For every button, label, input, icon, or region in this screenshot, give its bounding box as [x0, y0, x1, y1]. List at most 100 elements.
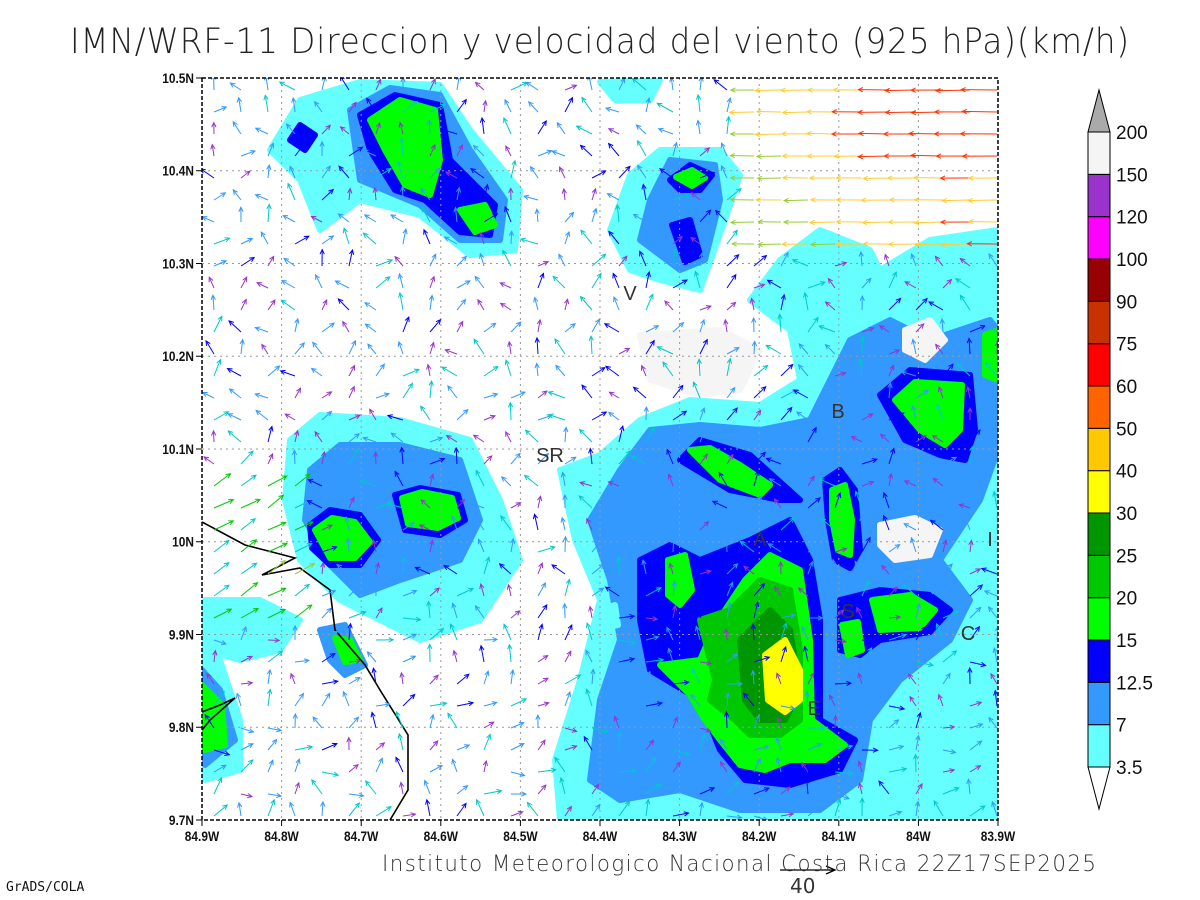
wind-arrow — [292, 712, 298, 729]
wind-arrow — [420, 187, 431, 201]
colorbar-label: 40 — [1116, 462, 1137, 483]
wind-arrow — [310, 367, 323, 377]
wind-arrow — [263, 94, 269, 113]
wind-arrow — [504, 98, 512, 113]
wind-arrow — [375, 392, 390, 399]
wind-arrow — [591, 187, 597, 201]
wind-arrow — [479, 116, 486, 135]
wind-arrow — [645, 670, 652, 685]
wind-arrow — [311, 778, 323, 795]
wind-arrow — [588, 605, 594, 619]
wind-arrow — [834, 770, 855, 776]
wind-arrow — [213, 776, 223, 795]
wind-arrow — [726, 436, 742, 443]
wind-arrow — [714, 209, 728, 223]
place-label: E — [807, 698, 820, 720]
wind-arrow — [808, 219, 836, 226]
wind-arrow — [915, 782, 923, 795]
wind-arrow — [694, 270, 701, 289]
wind-arrow — [827, 277, 836, 289]
wind-arrow — [240, 539, 258, 553]
wind-arrow — [504, 359, 512, 377]
wind-arrow — [753, 469, 760, 487]
wind-arrow — [375, 276, 391, 289]
wind-arrow — [857, 672, 863, 685]
wind-arrow — [888, 744, 905, 751]
wind-arrow — [591, 272, 602, 289]
wind-arrow — [591, 767, 608, 773]
wind-arrow — [456, 744, 471, 751]
wind-arrow — [560, 516, 566, 531]
wind-arrow — [835, 175, 863, 181]
wind-arrow — [294, 429, 300, 443]
wind-arrow — [537, 784, 547, 795]
wind-arrow — [519, 237, 539, 245]
colorbar-swatch — [1087, 554, 1111, 599]
wind-arrow — [585, 622, 593, 641]
wind-arrow — [645, 712, 653, 729]
wind-arrow — [775, 756, 782, 773]
wind-arrow — [856, 109, 890, 115]
wind-arrow — [929, 519, 944, 531]
wind-arrow — [959, 131, 998, 137]
wind-arrow — [915, 711, 922, 729]
wind-arrow — [560, 471, 566, 487]
wind-arrow — [449, 623, 458, 641]
wind-arrow — [940, 241, 971, 248]
wind-arrow — [429, 341, 435, 355]
wind-arrow — [861, 638, 879, 645]
axis-ticks: 84.9W 84.8W 84.7W 84.6W 84.5W 84.4W 84.3W 84.2W… — [162, 70, 1016, 844]
wind-arrow — [372, 186, 378, 201]
wind-arrow — [472, 144, 485, 157]
wind-arrow — [667, 647, 674, 663]
wind-arrow — [267, 425, 274, 443]
wind-arrow — [289, 165, 296, 179]
wind-arrow — [807, 545, 823, 553]
wind-arrow — [942, 456, 958, 465]
wind-arrow — [858, 250, 864, 267]
lat-tick-label: 10.4N — [162, 163, 194, 179]
wind-arrow — [915, 602, 922, 619]
wind-arrow — [915, 323, 925, 333]
wind-arrow — [373, 451, 379, 465]
wind-arrow — [267, 792, 283, 798]
wind-arrow — [213, 499, 235, 509]
wind-arrow — [730, 241, 755, 247]
wind-arrow — [618, 424, 625, 443]
wind-arrow — [367, 343, 377, 355]
colorbar-swatch — [1087, 639, 1111, 683]
wind-arrow — [861, 219, 890, 226]
wind-arrow — [402, 100, 419, 113]
wind-arrow — [213, 315, 223, 333]
wind-arrow — [314, 430, 323, 443]
wind-arrow — [616, 556, 622, 575]
wind-arrow — [483, 556, 491, 575]
wind-arrow — [963, 515, 971, 531]
wind-arrow — [613, 296, 620, 311]
wind-arrow — [935, 343, 944, 355]
wind-arrow — [980, 567, 998, 575]
wind-arrow — [797, 587, 809, 597]
wind-arrow — [456, 587, 475, 597]
wind-arrow — [345, 537, 351, 553]
wind-arrow — [988, 606, 998, 619]
wind-arrow — [618, 347, 631, 355]
wind-arrow — [477, 538, 485, 553]
wind-arrow — [204, 713, 215, 729]
wind-arrow — [757, 219, 782, 225]
wind-arrow — [213, 804, 229, 817]
wind-arrow — [255, 409, 269, 421]
wind-arrow — [508, 187, 514, 201]
wind-arrow — [267, 608, 287, 619]
wind-arrow — [213, 520, 235, 531]
wind-arrow — [267, 738, 278, 751]
wind-arrow — [580, 229, 593, 245]
wind-arrow — [240, 625, 247, 641]
wind-arrow — [750, 623, 756, 641]
wind-arrow — [426, 118, 433, 135]
colorbar-under-arrow — [1087, 766, 1111, 811]
wind-arrow — [524, 429, 539, 443]
wind-arrow — [564, 650, 572, 663]
wind-arrow — [888, 543, 901, 553]
wind-arrow — [282, 214, 296, 223]
